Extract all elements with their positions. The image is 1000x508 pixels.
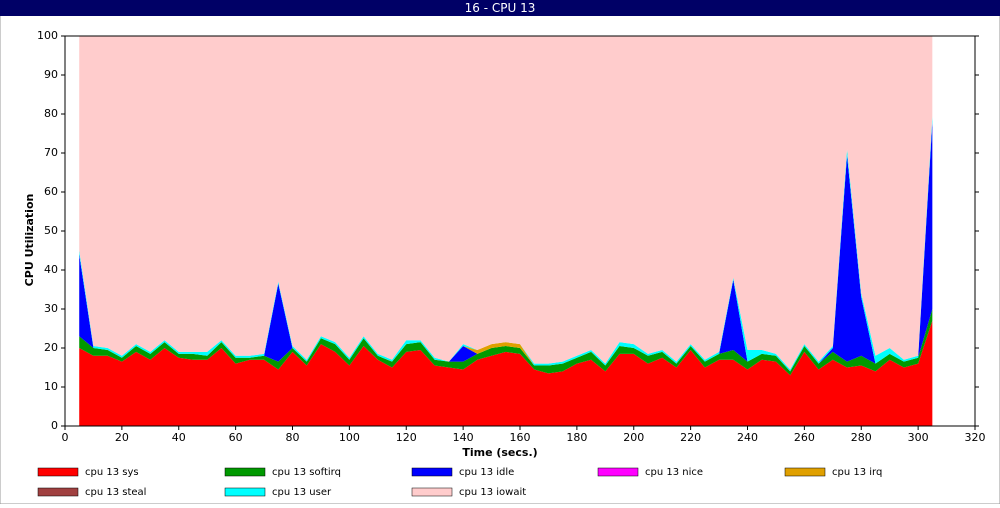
y-tick-label: 100	[37, 29, 58, 42]
area	[79, 309, 933, 376]
legend-label: cpu 13 user	[272, 487, 332, 498]
legend-label: cpu 13 idle	[459, 467, 514, 478]
y-tick-label: 60	[44, 185, 58, 198]
x-tick-label: 140	[453, 431, 474, 444]
y-tick-label: 80	[44, 107, 58, 120]
legend-label: cpu 13 steal	[85, 487, 146, 498]
x-tick-label: 200	[623, 431, 644, 444]
x-tick-label: 20	[115, 431, 129, 444]
x-tick-label: 180	[566, 431, 587, 444]
x-tick-label: 260	[794, 431, 815, 444]
legend-label: cpu 13 nice	[645, 467, 703, 478]
x-axis-label: Time (secs.)	[462, 446, 537, 459]
y-tick-label: 70	[44, 146, 58, 159]
x-tick-label: 80	[286, 431, 300, 444]
x-tick-label: 240	[737, 431, 758, 444]
legend-swatch	[37, 487, 79, 497]
area	[79, 36, 933, 370]
legend-label: cpu 13 sys	[85, 467, 139, 478]
legend-swatch	[411, 487, 453, 497]
y-tick-label: 30	[44, 302, 58, 315]
area	[79, 320, 933, 426]
x-tick-label: 160	[510, 431, 531, 444]
legend-label: cpu 13 softirq	[272, 467, 341, 478]
chart-title: 16 - CPU 13	[465, 1, 536, 15]
legend-swatch	[224, 487, 266, 497]
x-tick-label: 280	[851, 431, 872, 444]
area	[79, 121, 933, 372]
legend-swatch	[411, 467, 453, 477]
y-tick-label: 90	[44, 68, 58, 81]
y-tick-label: 10	[44, 380, 58, 393]
title-bar	[0, 0, 1000, 16]
y-axis-label: CPU Utilization	[23, 194, 36, 287]
x-tick-label: 220	[680, 431, 701, 444]
y-tick-label: 20	[44, 341, 58, 354]
legend-swatch	[224, 467, 266, 477]
x-tick-label: 0	[62, 431, 69, 444]
x-tick-label: 300	[908, 431, 929, 444]
x-tick-label: 60	[229, 431, 243, 444]
legend-swatch	[784, 467, 826, 477]
x-tick-label: 40	[172, 431, 186, 444]
legend-label: cpu 13 iowait	[459, 487, 526, 498]
y-tick-label: 50	[44, 224, 58, 237]
legend-label: cpu 13 irq	[832, 467, 882, 478]
x-tick-label: 120	[396, 431, 417, 444]
y-tick-label: 0	[51, 419, 58, 432]
legend-swatch	[37, 467, 79, 477]
y-tick-label: 40	[44, 263, 58, 276]
legend-swatch	[597, 467, 639, 477]
x-tick-label: 100	[339, 431, 360, 444]
x-tick-label: 320	[965, 431, 986, 444]
